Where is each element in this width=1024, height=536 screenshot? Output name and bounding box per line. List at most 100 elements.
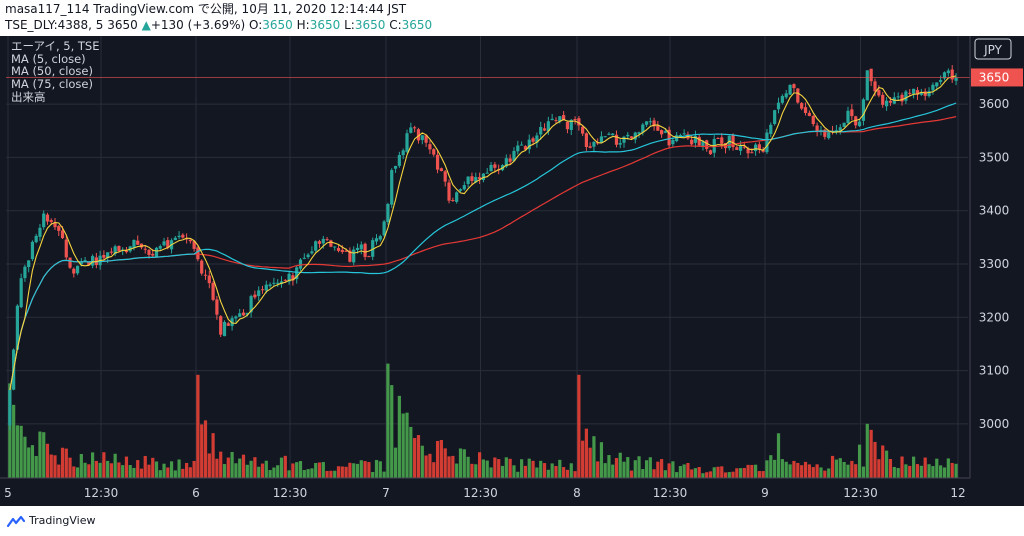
tradingview-logo[interactable]: TradingView	[7, 514, 95, 527]
candle-body	[622, 136, 626, 143]
candle-body	[226, 323, 230, 326]
volume-bar	[834, 459, 839, 478]
volume-bar	[474, 464, 478, 478]
volume-bar	[30, 445, 35, 478]
candle-body	[295, 267, 299, 280]
volume-bar	[618, 452, 622, 478]
candle-body	[15, 305, 19, 350]
time-tick-label: 8	[573, 486, 581, 500]
volume-bar	[424, 455, 428, 478]
volume-bar	[648, 457, 652, 478]
volume-bar	[723, 472, 728, 478]
price-tick-label: 3300	[979, 257, 1010, 271]
volume-bar	[215, 458, 219, 478]
volume-bar	[493, 457, 497, 478]
volume-bar	[329, 470, 333, 478]
candle-body	[19, 278, 23, 308]
volume-bar	[12, 404, 16, 478]
volume-bar	[401, 413, 405, 478]
candle-body	[927, 91, 931, 97]
candle-body	[618, 143, 622, 145]
candle-body	[588, 146, 592, 148]
time-tick-label: 12:30	[843, 486, 878, 500]
volume-bar	[75, 467, 80, 478]
legend-ma50: MA (50, close)	[11, 64, 93, 79]
volume-bar	[91, 452, 95, 478]
volume-bar	[712, 467, 716, 478]
volume-bar	[931, 466, 935, 478]
time-tick-label: 12:30	[653, 486, 688, 500]
candle-body	[531, 138, 535, 142]
legend-ma5: MA (5, close)	[11, 51, 86, 66]
candlesticks	[8, 65, 958, 431]
volume-bar	[87, 464, 91, 478]
volume-bar	[162, 463, 166, 478]
volume-bar	[238, 458, 242, 478]
volume-bar	[260, 463, 265, 478]
candle-body	[776, 102, 781, 110]
candle-body	[663, 131, 667, 133]
currency-box	[974, 38, 1012, 60]
volume-bar	[607, 455, 611, 478]
candle-body	[109, 251, 113, 253]
candle-body	[842, 122, 846, 127]
volume-bar	[42, 432, 46, 478]
price-tick-label: 3200	[979, 310, 1010, 324]
volume-bar	[603, 463, 607, 478]
volume-bar	[435, 440, 440, 478]
candle-body	[869, 68, 873, 82]
candle-body	[742, 146, 746, 148]
volume-bar	[701, 473, 705, 478]
volume-bar	[584, 428, 588, 478]
open-value: 3650	[262, 18, 293, 32]
volume-bar	[241, 454, 246, 478]
candle-body	[523, 146, 528, 150]
candle-body	[935, 82, 939, 87]
legend-ma75: MA (75, close)	[11, 77, 93, 92]
volume-bar	[939, 465, 943, 478]
price-chart[interactable]: 3000 3100 3200 3300 3400 3500 3600 5 12:30 6 12:30…	[0, 36, 1024, 506]
volume-bar	[738, 468, 743, 478]
volume-bar	[796, 462, 800, 478]
time-tick-label: 12:30	[463, 486, 498, 500]
candle-body	[352, 249, 356, 263]
candle-body	[49, 220, 53, 223]
volume-bar	[884, 450, 889, 478]
candle-body	[584, 133, 588, 147]
candle-body	[520, 144, 524, 146]
candle-body	[493, 164, 497, 168]
candle-body	[333, 246, 337, 248]
volume-bar	[857, 444, 862, 478]
volume-bar	[731, 471, 735, 478]
candle-body	[203, 274, 208, 276]
volume-bar	[811, 467, 815, 478]
candle-body	[516, 145, 520, 152]
candle-body	[697, 136, 701, 146]
time-tick-label: 5	[4, 486, 12, 500]
chart-grid	[6, 36, 968, 478]
volume-bar	[306, 469, 310, 478]
candle-body	[946, 70, 950, 74]
publish-info: masa117_114 TradingView.com で公開, 10月 11,…	[5, 2, 407, 16]
candle-body	[599, 136, 604, 143]
candle-body	[746, 148, 750, 154]
volume-bar	[523, 465, 528, 478]
volume-bar	[132, 467, 136, 478]
volume-bar	[854, 464, 858, 478]
volume-bar	[393, 447, 398, 478]
volume-bar	[599, 442, 604, 478]
candle-body	[409, 127, 413, 133]
symbol-ohlc-line: TSE_DLY:4388, 5 3650 ▲+130 (+3.69%) O:36…	[5, 17, 432, 33]
candle-body	[850, 109, 854, 117]
candle-body	[462, 185, 466, 190]
candle-body	[310, 251, 314, 254]
volume-bar	[954, 463, 958, 478]
volume-bar	[226, 457, 230, 478]
candle-body	[321, 238, 325, 244]
price-change: +130 (+3.69%)	[150, 18, 246, 32]
volume-bar	[447, 456, 451, 478]
candle-body	[405, 133, 409, 152]
volume-bar	[83, 462, 87, 478]
volume-bar	[359, 460, 363, 478]
volume-bar	[776, 433, 781, 478]
